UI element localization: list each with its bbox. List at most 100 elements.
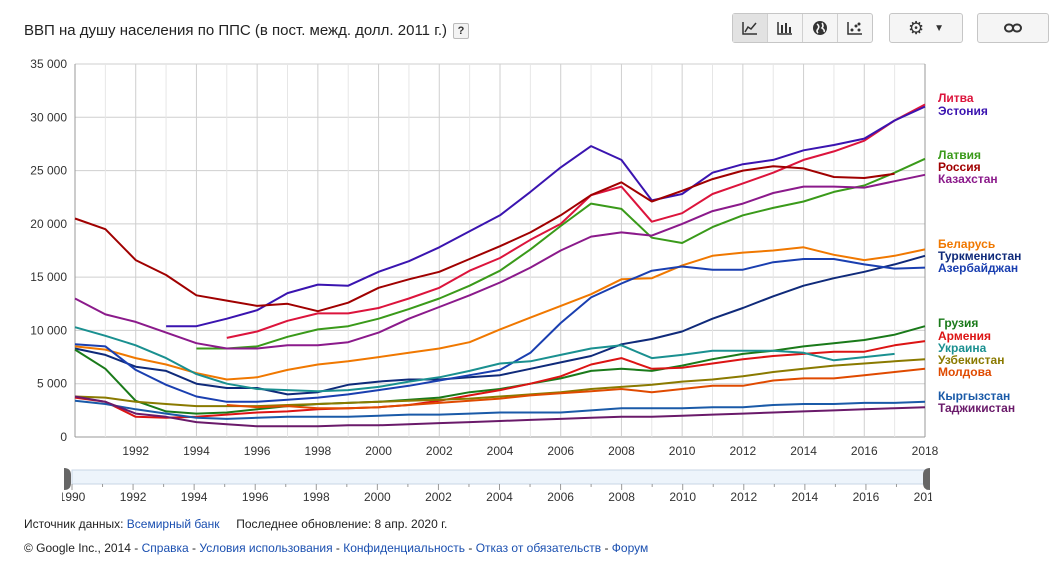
help-button[interactable]: ? — [453, 23, 469, 39]
legend-item[interactable]: Украина — [938, 341, 987, 355]
legend-item[interactable]: Казахстан — [938, 172, 998, 186]
legend-item[interactable]: Эстония — [938, 104, 988, 118]
chart-series — [74, 103, 926, 428]
series-line-2[interactable] — [196, 157, 926, 350]
series-line-6[interactable] — [74, 254, 926, 396]
x-tick-label: 2018 — [912, 444, 939, 458]
series-line-7[interactable] — [74, 258, 926, 403]
line-chart: 0 5 000 10 000 15 000 20 000 25 000 30 000 35 0… — [30, 57, 939, 458]
footer-links: © Google Inc., 2014 - Справка - Условия … — [24, 541, 649, 555]
x-tick-label: 1994 — [183, 444, 210, 458]
x-tick-label: 2002 — [426, 444, 453, 458]
timeline-label: 2006 — [547, 490, 574, 504]
legend-item[interactable]: Литва — [938, 91, 974, 105]
series-line-10[interactable] — [74, 326, 895, 393]
y-tick-label: 0 — [60, 430, 67, 444]
series-line-5[interactable] — [74, 246, 926, 381]
timeline-label: 2000 — [364, 490, 391, 504]
legend-item[interactable]: Латвия — [938, 148, 982, 162]
chart-grid — [74, 63, 926, 438]
link-button[interactable] — [977, 13, 1049, 43]
x-tick-label: 2004 — [487, 444, 514, 458]
y-axis-labels: 0 5 000 10 000 15 000 20 000 25 000 30 000 35 0… — [30, 57, 67, 444]
timeline-label: 2018 — [914, 490, 932, 504]
bar-chart-icon — [777, 22, 792, 35]
gear-icon: ⚙ — [907, 17, 925, 38]
timeline-label: 2004 — [486, 490, 513, 504]
bar-chart-button[interactable] — [768, 14, 803, 42]
timeline-slider[interactable]: 1990 1992 1994 1996 1998 2000 2002 2004 2006 2008… — [62, 466, 932, 506]
x-tick-label: 2016 — [851, 444, 878, 458]
legend-item[interactable]: Молдова — [938, 365, 992, 379]
copyright: © Google Inc., 2014 — [24, 541, 131, 555]
chart-type-toolbar — [732, 13, 873, 43]
forum-link[interactable]: Форум — [611, 541, 649, 555]
timeline-label: 2010 — [669, 490, 696, 504]
help-link[interactable]: Справка — [141, 541, 189, 555]
legend-item[interactable]: Беларусь — [938, 237, 996, 251]
series-line-14[interactable] — [74, 395, 926, 428]
timeline-label: 1994 — [181, 490, 208, 504]
x-tick-label: 2014 — [790, 444, 817, 458]
timeline-labels: 1990 1992 1994 1996 1998 2000 2002 2004 2006 2008… — [62, 490, 932, 504]
timeline-label: 1992 — [120, 490, 147, 504]
legend-item[interactable]: Туркменистан — [938, 249, 1022, 263]
legend-item[interactable]: Таджикистан — [938, 401, 1016, 415]
source-link[interactable]: Всемирный банк — [126, 517, 220, 531]
globe-icon — [813, 21, 827, 35]
link-icon — [1004, 23, 1022, 33]
terms-link[interactable]: Условия использования — [199, 541, 333, 555]
series-line-11[interactable] — [74, 358, 926, 408]
x-tick-label: 2012 — [730, 444, 757, 458]
series-line-4[interactable] — [74, 173, 926, 350]
timeline-handle-start[interactable] — [64, 468, 71, 490]
series-line-12[interactable] — [226, 367, 926, 410]
timeline-label: 2016 — [853, 490, 880, 504]
timeline-label: 2012 — [730, 490, 757, 504]
timeline-label: 1998 — [303, 490, 330, 504]
legend-item[interactable]: Азербайджан — [938, 261, 1019, 275]
data-source-line: Источник данных: Всемирный банк Последне… — [24, 517, 447, 531]
x-tick-label: 2006 — [547, 444, 574, 458]
series-line-13[interactable] — [74, 399, 926, 420]
series-line-8[interactable] — [74, 325, 926, 415]
series-line-3[interactable] — [74, 165, 895, 313]
line-chart-icon — [742, 22, 757, 35]
series-line-0[interactable] — [226, 103, 926, 339]
y-tick-label: 20 000 — [30, 217, 67, 231]
timeline-handle-end[interactable] — [923, 468, 930, 490]
y-tick-label: 10 000 — [30, 323, 67, 337]
x-tick-label: 2008 — [608, 444, 635, 458]
legend-item[interactable]: Грузия — [938, 316, 979, 330]
x-tick-label: 1998 — [305, 444, 332, 458]
y-tick-label: 35 000 — [30, 57, 67, 71]
timeline-label: 2014 — [792, 490, 819, 504]
legend-item[interactable]: Армения — [938, 329, 992, 343]
chart-title-text: ВВП на душу населения по ППС (в пост. ме… — [24, 22, 447, 39]
x-tick-label: 1996 — [244, 444, 271, 458]
timeline-label: 2002 — [425, 490, 452, 504]
legend-item[interactable]: Россия — [938, 160, 981, 174]
y-tick-label: 5 000 — [37, 377, 67, 391]
chart-title: ВВП на душу населения по ППС (в пост. ме… — [24, 22, 469, 39]
y-tick-label: 30 000 — [30, 110, 67, 124]
timeline-label: 1996 — [242, 490, 269, 504]
timeline-label: 1990 — [62, 490, 86, 504]
series-line-9[interactable] — [74, 340, 926, 419]
series-line-1[interactable] — [166, 105, 926, 328]
settings-button[interactable]: ⚙ ▼ — [889, 13, 963, 43]
y-tick-label: 25 000 — [30, 164, 67, 178]
scatter-chart-button[interactable] — [838, 14, 872, 42]
scatter-chart-icon — [847, 22, 862, 35]
disclaimer-link[interactable]: Отказ от обязательств — [475, 541, 602, 555]
legend-item[interactable]: Кыргызстан — [938, 389, 1011, 403]
map-chart-button[interactable] — [803, 14, 838, 42]
last-updated: Последнее обновление: 8 апр. 2020 г. — [236, 517, 448, 531]
x-tick-label: 2000 — [365, 444, 392, 458]
legend-item[interactable]: Узбекистан — [938, 353, 1005, 367]
timeline-track — [71, 469, 928, 485]
privacy-link[interactable]: Конфиденциальность — [343, 541, 465, 555]
line-chart-button[interactable] — [733, 14, 768, 42]
source-label: Источник данных: — [24, 517, 124, 531]
x-tick-label: 1992 — [122, 444, 149, 458]
